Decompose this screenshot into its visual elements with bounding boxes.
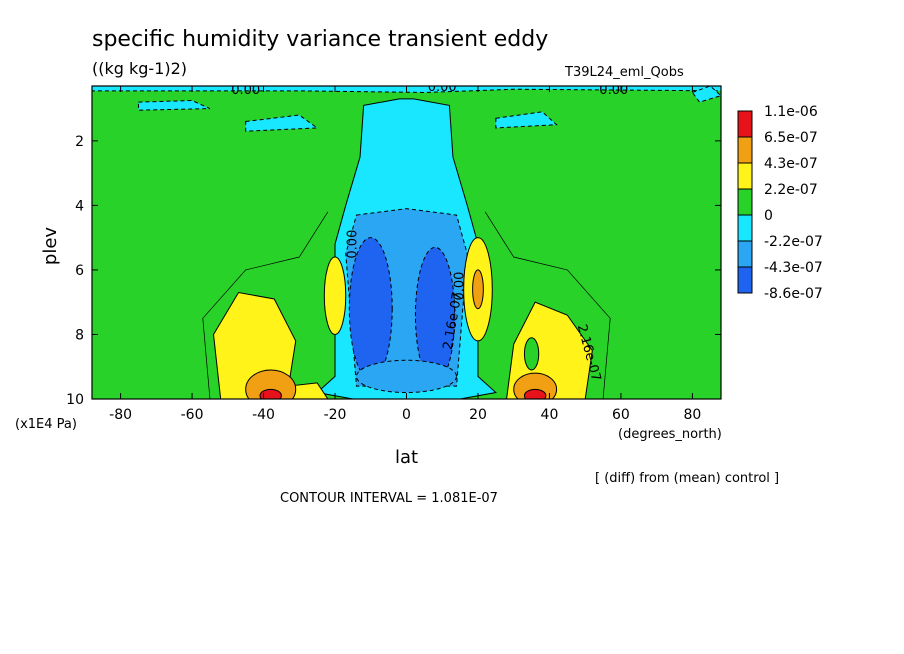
legend-level-label: 2.2e-07 [764, 182, 818, 198]
plot-area: 0.00 0.00 0.000.002.16e-072.16e-070.00 [92, 80, 721, 399]
y-tick-label: 8 [75, 327, 84, 343]
contour-label: 0.00 [231, 83, 260, 98]
contour-label: 0.00 [345, 230, 360, 259]
x-tick-label: 60 [612, 407, 630, 423]
legend-level-label: -2.2e-07 [764, 234, 823, 250]
legend-swatch [737, 110, 753, 138]
x-tick-label: 0 [402, 407, 411, 423]
y-tick-label: 10 [66, 392, 84, 408]
upper-negative-patch-4 [691, 86, 721, 103]
contour-label: 0.00 [599, 83, 628, 98]
y-axis-label: plev [40, 227, 61, 266]
positive-lobe-south [212, 291, 329, 399]
axes: -80 -60 -40 -20 0 20 40 60 80 2 4 6 8 10 [66, 85, 722, 423]
x-units-label: (degrees_north) [618, 427, 722, 442]
run-label: T39L24_eml_Qobs [564, 65, 684, 80]
upper-negative-patch-3 [495, 111, 558, 129]
outer-contour-south [202, 211, 329, 399]
legend-swatch [737, 188, 753, 216]
x-tick-label: -40 [252, 407, 275, 423]
positive-core-north [513, 372, 558, 399]
x-tick-label: 80 [683, 407, 701, 423]
contour-interval: CONTOUR INTERVAL = 1.081E-07 [280, 491, 498, 506]
legend-swatch [737, 214, 753, 242]
legend-swatch [737, 136, 753, 164]
y-tick-label: 4 [75, 198, 84, 214]
legend-swatch [737, 266, 753, 294]
legend-swatch [737, 240, 753, 268]
y-units-label: (x1E4 Pa) [15, 417, 77, 432]
contour-fields: 0.00 0.00 0.000.002.16e-072.16e-070.00 [92, 80, 721, 399]
diff-note: [ (diff) from (mean) control ] [595, 471, 779, 486]
chart-title: specific humidity variance transient edd… [92, 27, 548, 52]
x-axis-label: lat [395, 447, 418, 468]
legend-level-label: -8.6e-07 [764, 286, 823, 302]
legend-level-label: 0 [764, 208, 773, 224]
legend-level-label: 1.1e-06 [764, 104, 818, 120]
y-tick-label: 6 [75, 263, 84, 279]
legend-level-label: 6.5e-07 [764, 130, 818, 146]
y-tick-label: 2 [75, 134, 84, 150]
x-tick-label: -20 [324, 407, 347, 423]
x-tick-label: 20 [469, 407, 487, 423]
legend-level-label: -4.3e-07 [764, 260, 823, 276]
color-legend: 1.1e-06 6.5e-07 4.3e-07 2.2e-07 0 -2.2e-07 -4.… [737, 104, 823, 302]
positive-core-south [245, 369, 297, 399]
x-tick-label: -80 [109, 407, 132, 423]
max-core-north [523, 388, 547, 399]
contour-label: 0.00 [428, 80, 457, 95]
outer-contour-north [484, 211, 611, 399]
x-tick-label: -60 [181, 407, 204, 423]
negative-base-band [355, 359, 458, 394]
green-hole-north [523, 337, 540, 371]
chart-units: ((kg kg-1)2) [92, 59, 187, 78]
positive-blob-south-inner [323, 256, 347, 335]
max-core-south [259, 388, 282, 399]
contour-label: 0.00 [453, 272, 468, 301]
legend-level-label: 4.3e-07 [764, 156, 818, 172]
positive-blob-north-core [472, 269, 484, 310]
upper-negative-patch-2 [245, 114, 319, 132]
upper-negative-patch-1 [137, 100, 211, 111]
legend-swatch [737, 162, 753, 190]
x-tick-label: 40 [541, 407, 559, 423]
